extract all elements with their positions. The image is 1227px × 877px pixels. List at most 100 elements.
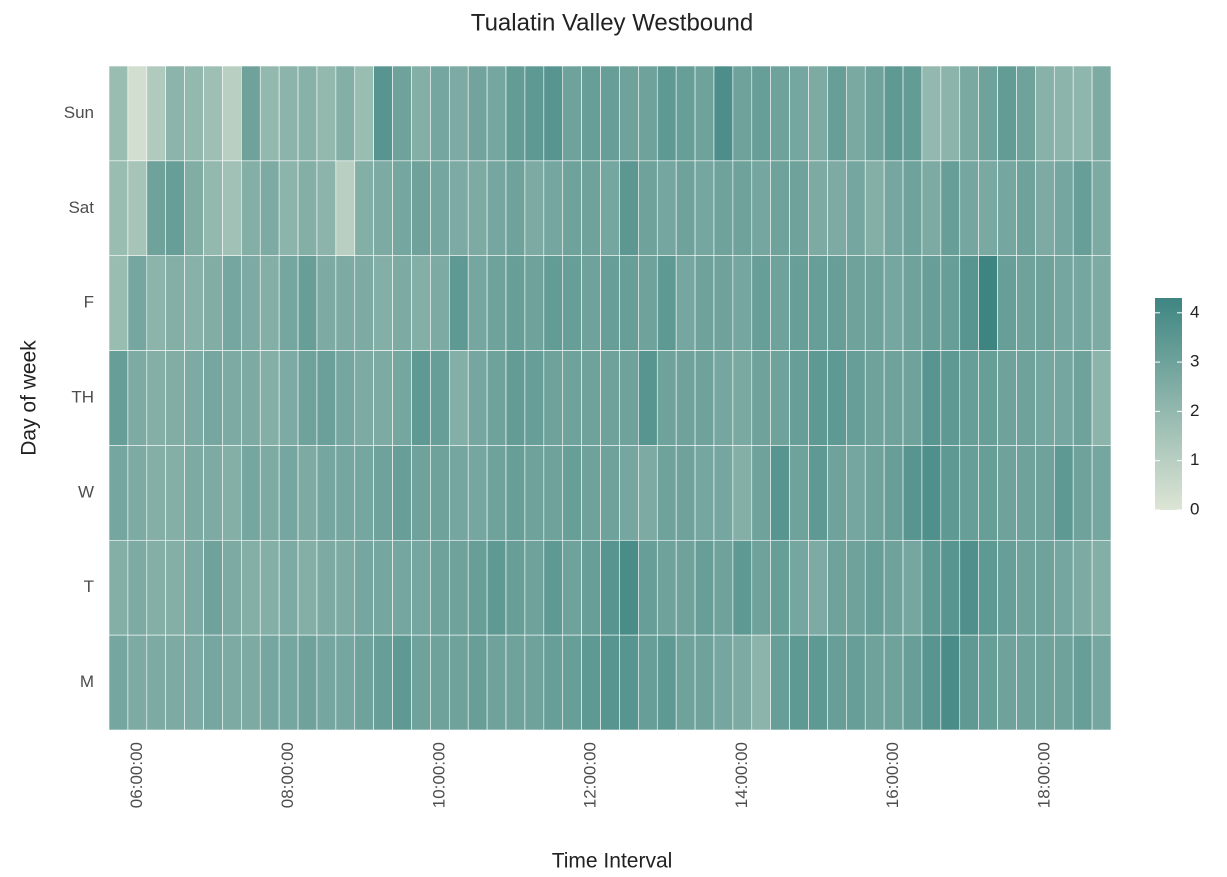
heatmap-cell — [675, 255, 696, 351]
heatmap-cell — [846, 160, 866, 257]
heatmap-cell — [846, 445, 866, 541]
heatmap-cell — [902, 350, 923, 446]
heatmap-cell — [1091, 65, 1112, 162]
heatmap-cell — [1016, 65, 1036, 162]
x-axis-title: Time Interval — [552, 850, 673, 873]
heatmap-cell — [619, 160, 639, 257]
heatmap-cell — [864, 350, 885, 446]
heatmap-cell — [978, 445, 998, 541]
heatmap-cell — [108, 255, 129, 351]
heatmap-cell — [978, 539, 998, 636]
heatmap-cell — [562, 445, 582, 541]
heatmap-cell — [997, 634, 1017, 731]
heatmap-cell — [392, 65, 412, 162]
heatmap-cell — [770, 634, 790, 731]
heatmap-cell — [978, 160, 998, 257]
heatmap-cell — [335, 350, 356, 446]
heatmap-cell — [694, 255, 715, 351]
heatmap-cell — [411, 255, 431, 351]
heatmap-cell — [902, 255, 923, 351]
heatmap-cell — [789, 445, 809, 541]
heatmap-cell — [1072, 445, 1093, 541]
heatmap-cell — [467, 65, 488, 162]
heatmap-cell — [222, 65, 242, 162]
heatmap-cell — [902, 160, 923, 257]
heatmap-cell — [997, 350, 1017, 446]
heatmap-cell — [675, 350, 696, 446]
x-tick-label: 18:00:00 — [1034, 742, 1053, 808]
heatmap-cell — [127, 539, 148, 636]
heatmap-cell — [1072, 160, 1093, 257]
heatmap-cell — [146, 65, 167, 162]
heatmap-cell — [864, 539, 885, 636]
heatmap-cell — [505, 445, 526, 541]
heatmap-cell — [316, 65, 337, 162]
heatmap-cell — [1053, 445, 1074, 541]
heatmap-cell — [864, 445, 885, 541]
heatmap-cell — [846, 255, 866, 351]
heatmap-cell — [694, 445, 715, 541]
heatmap-cell — [600, 65, 620, 162]
heatmap-cell — [827, 65, 847, 162]
heatmap-cell — [108, 160, 129, 257]
heatmap-cell — [827, 255, 847, 351]
heatmap-cell — [732, 445, 753, 541]
heatmap-cell — [241, 539, 261, 636]
heatmap-cell — [430, 634, 450, 731]
heatmap-cell — [1072, 255, 1093, 351]
heatmap-cell — [656, 160, 677, 257]
heatmap-cell — [1053, 539, 1074, 636]
y-tick-label: F — [84, 293, 94, 312]
heatmap-cell — [524, 539, 545, 636]
heatmap-cell — [1091, 350, 1112, 446]
heatmap-cell — [638, 350, 658, 446]
heatmap-cell — [675, 634, 696, 731]
heatmap-cell — [902, 65, 923, 162]
heatmap-cell — [241, 350, 261, 446]
heatmap-cell — [638, 65, 658, 162]
heatmap-cell — [108, 634, 129, 731]
heatmap-cell — [543, 65, 564, 162]
heatmap-cell — [165, 255, 185, 351]
heatmap-cell — [581, 160, 601, 257]
heatmap-cell — [732, 634, 753, 731]
heatmap-cell — [203, 65, 223, 162]
heatmap-cell — [827, 634, 847, 731]
heatmap-cell — [505, 255, 526, 351]
heatmap-cell — [297, 445, 318, 541]
heatmap-cell — [524, 65, 545, 162]
heatmap-cell — [770, 539, 790, 636]
heatmap-cell — [751, 350, 771, 446]
heatmap-cell — [808, 539, 828, 636]
heatmap-cell — [146, 350, 167, 446]
heatmap-cell — [997, 255, 1017, 351]
y-axis-title: Day of week — [18, 340, 41, 456]
heatmap-cell — [1091, 634, 1112, 731]
heatmap-cell — [997, 539, 1017, 636]
heatmap-cell — [808, 350, 828, 446]
colorbar-tick-label: 2 — [1190, 401, 1199, 420]
heatmap-cell — [846, 350, 866, 446]
heatmap-cell — [354, 160, 374, 257]
heatmap-cell — [222, 445, 242, 541]
heatmap-cell — [751, 160, 771, 257]
x-tick-label: 14:00:00 — [732, 742, 751, 808]
heatmap-cell — [959, 65, 979, 162]
heatmap-cell — [808, 160, 828, 257]
heatmap-cell — [1035, 634, 1055, 731]
heatmap-cell — [373, 539, 393, 636]
heatmap-cell — [902, 445, 923, 541]
heatmap-cell — [600, 539, 620, 636]
heatmap-cell — [297, 350, 318, 446]
heatmap-cell — [694, 539, 715, 636]
heatmap-cell — [789, 255, 809, 351]
heatmap-cell — [675, 65, 696, 162]
heatmap-cell — [297, 255, 318, 351]
heatmap-cell — [297, 634, 318, 731]
heatmap-cell — [259, 255, 280, 351]
heatmap-cell — [543, 255, 564, 351]
y-tick-label: W — [78, 482, 94, 501]
heatmap-cell — [146, 160, 167, 257]
heatmap-cell — [1072, 634, 1093, 731]
heatmap-cell — [335, 160, 356, 257]
